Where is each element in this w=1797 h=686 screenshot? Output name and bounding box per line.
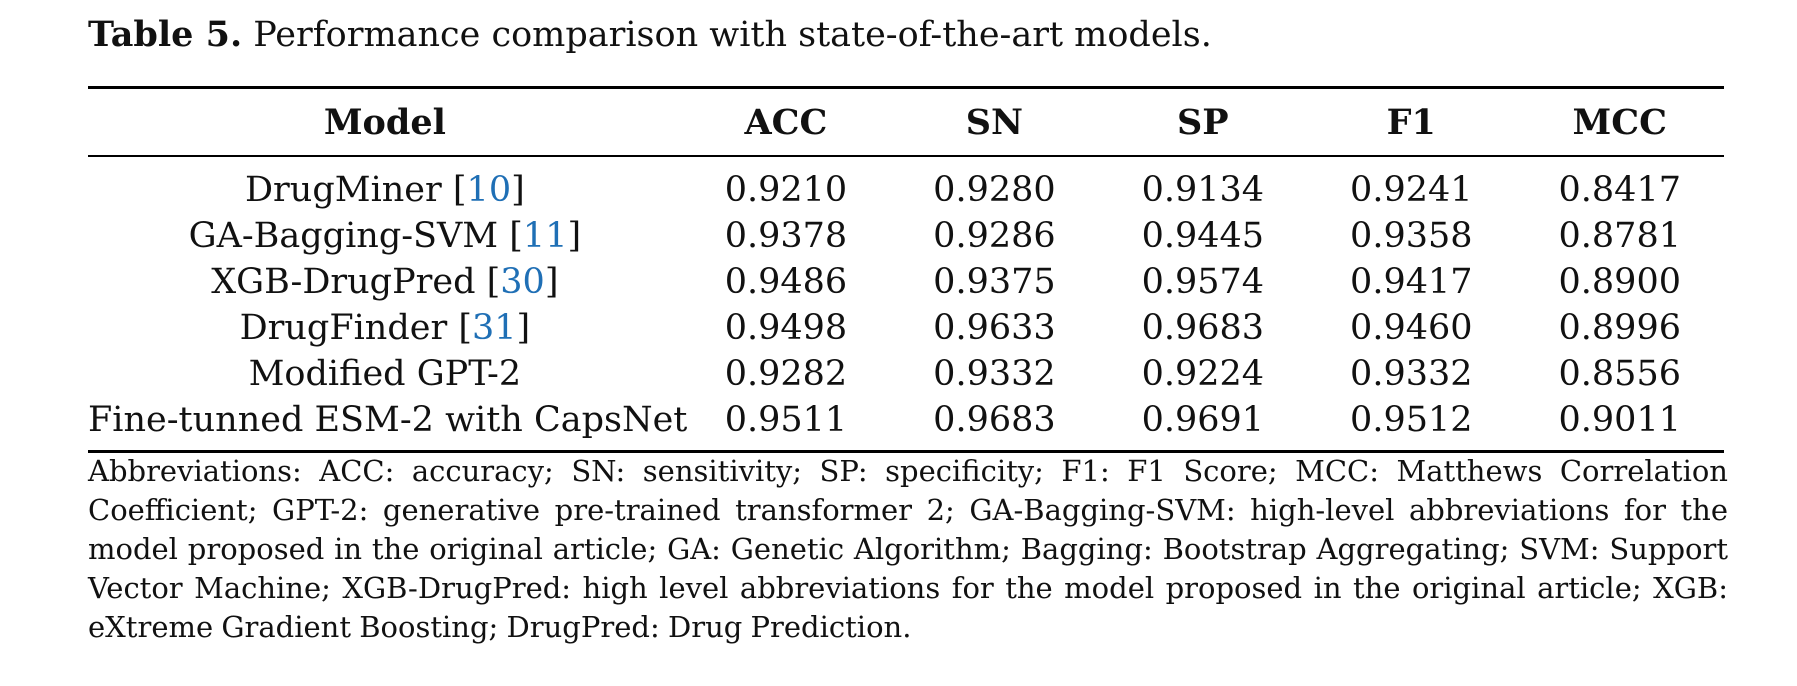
table-footnote: Abbreviations: ACC: accuracy; SN: sensit…: [88, 454, 1728, 644]
header-rule: [88, 155, 1724, 157]
performance-table: Model ACC SN SP F1 MCC DrugMiner [10] 0.…: [88, 89, 1724, 443]
reference-link[interactable]: 10: [466, 170, 512, 210]
header-sp: SP: [1177, 101, 1229, 143]
table-caption: Table 5. Performance comparison with sta…: [88, 10, 1212, 60]
mcc-cell: 0.8900: [1558, 262, 1681, 302]
sn-cell: 0.9375: [933, 262, 1056, 302]
header-f1: F1: [1386, 101, 1436, 143]
model-name-cell: Fine-tunned ESM-2 with CapsNet: [88, 397, 687, 443]
acc-cell: 0.9498: [724, 308, 848, 348]
model-name: DrugFinder: [239, 308, 448, 348]
mcc-cell: 0.8781: [1558, 216, 1681, 256]
table-header-row: Model ACC SN SP F1 MCC: [88, 89, 1724, 155]
acc-cell: 0.9210: [724, 170, 848, 210]
header-mcc: MCC: [1572, 101, 1667, 143]
model-name: Fine-tunned ESM-2 with CapsNet: [88, 400, 688, 440]
table-row: DrugFinder [31] 0.9498 0.9633 0.9683 0.9…: [88, 305, 1724, 351]
table-row: Fine-tunned ESM-2 with CapsNet 0.9511 0.…: [88, 397, 1724, 443]
sn-cell: 0.9280: [933, 170, 1056, 210]
sp-cell: 0.9574: [1141, 262, 1265, 302]
model-name: Modified GPT-2: [248, 354, 522, 394]
sn-cell: 0.9286: [933, 216, 1056, 256]
sp-cell: 0.9683: [1141, 308, 1265, 348]
acc-cell: 0.9378: [724, 216, 848, 256]
acc-cell: 0.9282: [724, 354, 848, 394]
f1-cell: 0.9358: [1350, 216, 1473, 256]
model-name: GA-Bagging-SVM: [188, 216, 499, 256]
top-rule: [88, 86, 1724, 89]
table-row: DrugMiner [10] 0.9210 0.9280 0.9134 0.92…: [88, 155, 1724, 213]
table-row: Modified GPT-2 0.9282 0.9332 0.9224 0.93…: [88, 351, 1724, 397]
model-name: XGB-DrugPred: [211, 262, 476, 302]
sp-cell: 0.9445: [1141, 216, 1265, 256]
sn-cell: 0.9633: [933, 308, 1056, 348]
sp-cell: 0.9224: [1141, 354, 1265, 394]
mcc-cell: 0.8996: [1558, 308, 1681, 348]
f1-cell: 0.9241: [1350, 170, 1473, 210]
header-model: Model: [323, 101, 446, 143]
header-sn: SN: [965, 101, 1024, 143]
f1-cell: 0.9417: [1350, 262, 1473, 302]
reference-link[interactable]: 31: [471, 308, 517, 348]
f1-cell: 0.9332: [1350, 354, 1473, 394]
reference-link[interactable]: 11: [522, 216, 568, 256]
model-name-cell: DrugMiner [10]: [245, 170, 525, 210]
table-caption-text: Performance comparison with state-of-the…: [253, 15, 1212, 55]
bottom-rule: [88, 450, 1724, 453]
model-name-cell: DrugFinder [31]: [239, 308, 531, 348]
model-name-cell: XGB-DrugPred [30]: [211, 262, 559, 302]
f1-cell: 0.9460: [1350, 308, 1473, 348]
reference-link[interactable]: 30: [500, 262, 545, 302]
model-name-cell: Modified GPT-2: [88, 351, 682, 397]
table-row: GA-Bagging-SVM [11] 0.9378 0.9286 0.9445…: [88, 213, 1724, 259]
table-row: XGB-DrugPred [30] 0.9486 0.9375 0.9574 0…: [88, 259, 1724, 305]
sn-cell: 0.9683: [933, 400, 1056, 440]
sp-cell: 0.9134: [1141, 170, 1265, 210]
sn-cell: 0.9332: [933, 354, 1056, 394]
acc-cell: 0.9486: [724, 262, 848, 302]
model-name: DrugMiner: [245, 170, 442, 210]
mcc-cell: 0.8417: [1558, 170, 1681, 210]
sp-cell: 0.9691: [1141, 400, 1265, 440]
f1-cell: 0.9512: [1350, 400, 1473, 440]
acc-cell: 0.9511: [724, 400, 848, 440]
model-name-cell: GA-Bagging-SVM [11]: [188, 216, 582, 256]
mcc-cell: 0.8556: [1558, 354, 1681, 394]
header-acc: ACC: [744, 101, 828, 143]
mcc-cell: 0.9011: [1558, 400, 1681, 440]
table-caption-label: Table 5.: [88, 14, 243, 55]
